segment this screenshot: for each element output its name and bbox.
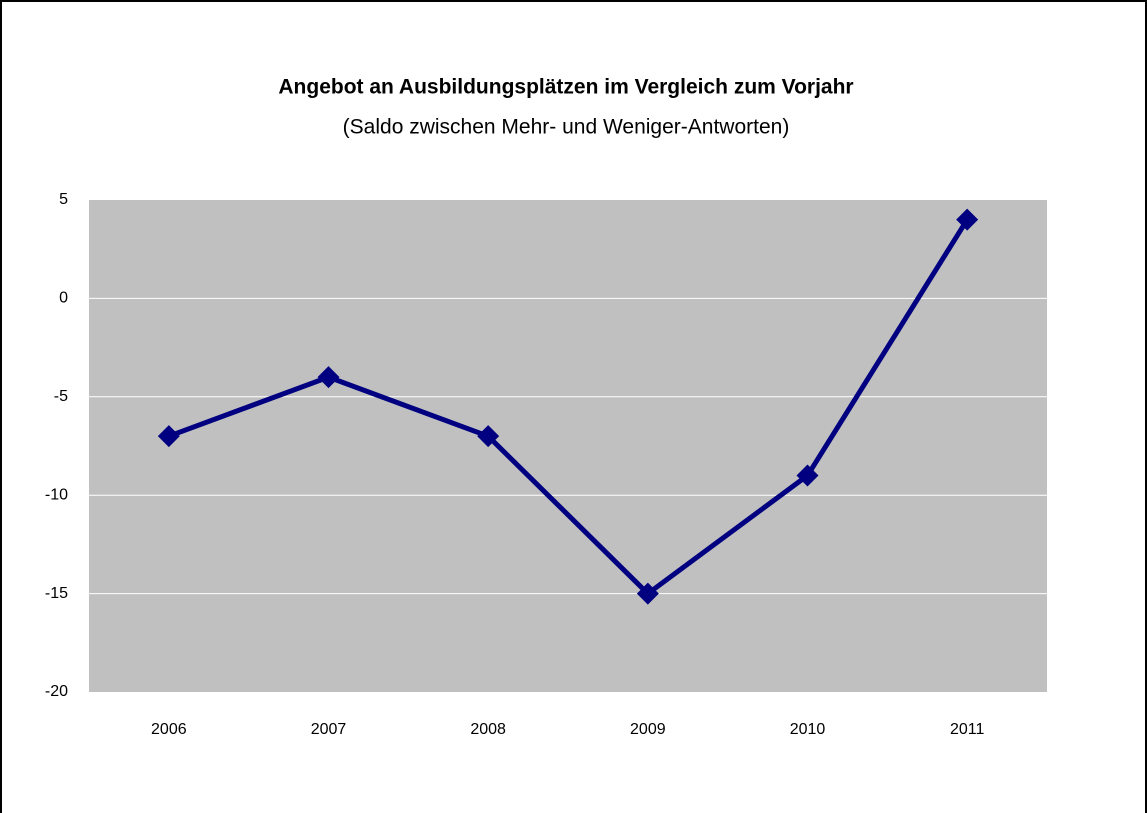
y-tick-label: -15 <box>45 585 68 602</box>
marker <box>796 464 819 487</box>
x-tick-label: 2009 <box>630 721 666 738</box>
x-tick-label: 2008 <box>470 721 506 738</box>
marker <box>477 425 500 448</box>
y-tick-label: 5 <box>59 191 68 208</box>
marker <box>636 582 659 605</box>
x-tick-label: 2010 <box>790 721 826 738</box>
plot-area <box>89 200 1047 692</box>
chart-title: Angebot an Ausbildungsplätzen im Verglei… <box>278 76 853 99</box>
x-tick-label: 2006 <box>151 721 187 738</box>
marker <box>956 208 979 231</box>
x-tick-label: 2007 <box>311 721 347 738</box>
x-tick-label: 2011 <box>950 721 985 738</box>
y-tick-label: -5 <box>54 388 68 405</box>
marker <box>317 366 340 389</box>
y-tick-label: 0 <box>59 290 68 307</box>
y-tick-label: -20 <box>45 683 68 700</box>
line <box>167 218 970 597</box>
marker <box>157 425 180 448</box>
y-tick-label: -10 <box>45 486 68 503</box>
chart-subtitle: (Saldo zwischen Mehr- und Weniger-Antwor… <box>343 116 790 139</box>
